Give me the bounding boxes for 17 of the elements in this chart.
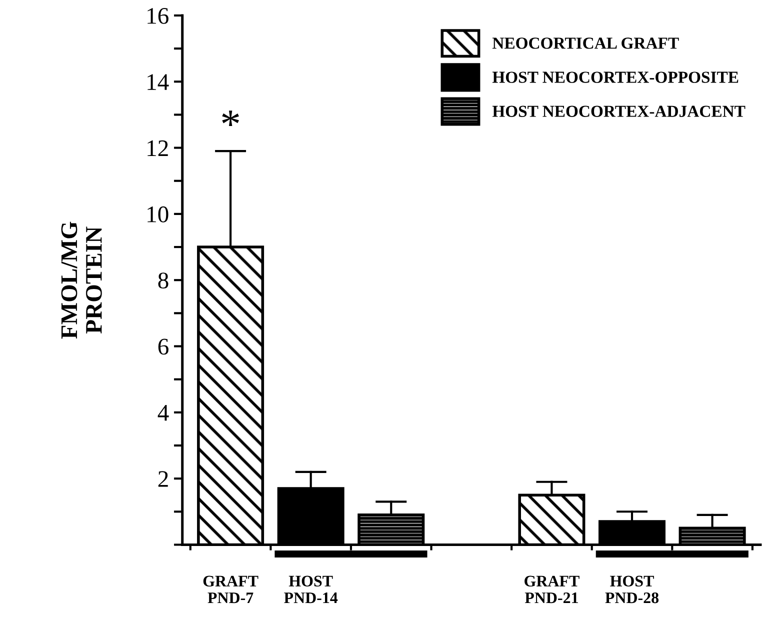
legend-label: NEOCORTICAL GRAFT bbox=[492, 38, 679, 49]
y-tick-label: 2 bbox=[158, 471, 168, 487]
y-tick-label: 10 bbox=[148, 206, 168, 222]
x-tick-label: HOST PND-14 bbox=[284, 576, 338, 604]
y-tick-label: 6 bbox=[158, 338, 168, 355]
y-tick-label: 4 bbox=[158, 405, 169, 421]
y-tick-label: 14 bbox=[148, 74, 169, 90]
annotation: * bbox=[222, 110, 239, 126]
x-tick-label: GRAFT PND-7 bbox=[203, 576, 258, 604]
x-tick-label: HOST PND-28 bbox=[605, 576, 659, 604]
y-tick-label: 16 bbox=[148, 8, 168, 24]
y-tick-label: 8 bbox=[158, 272, 168, 289]
y-axis-title: FMOL/MG PROTEIN bbox=[61, 222, 102, 339]
legend-label: HOST NEOCORTEX-OPPOSITE bbox=[492, 72, 738, 83]
y-tick-label: 12 bbox=[148, 140, 168, 156]
legend-label: HOST NEOCORTEX-ADJACENT bbox=[492, 106, 746, 117]
x-tick-label: GRAFT PND-21 bbox=[524, 576, 580, 604]
